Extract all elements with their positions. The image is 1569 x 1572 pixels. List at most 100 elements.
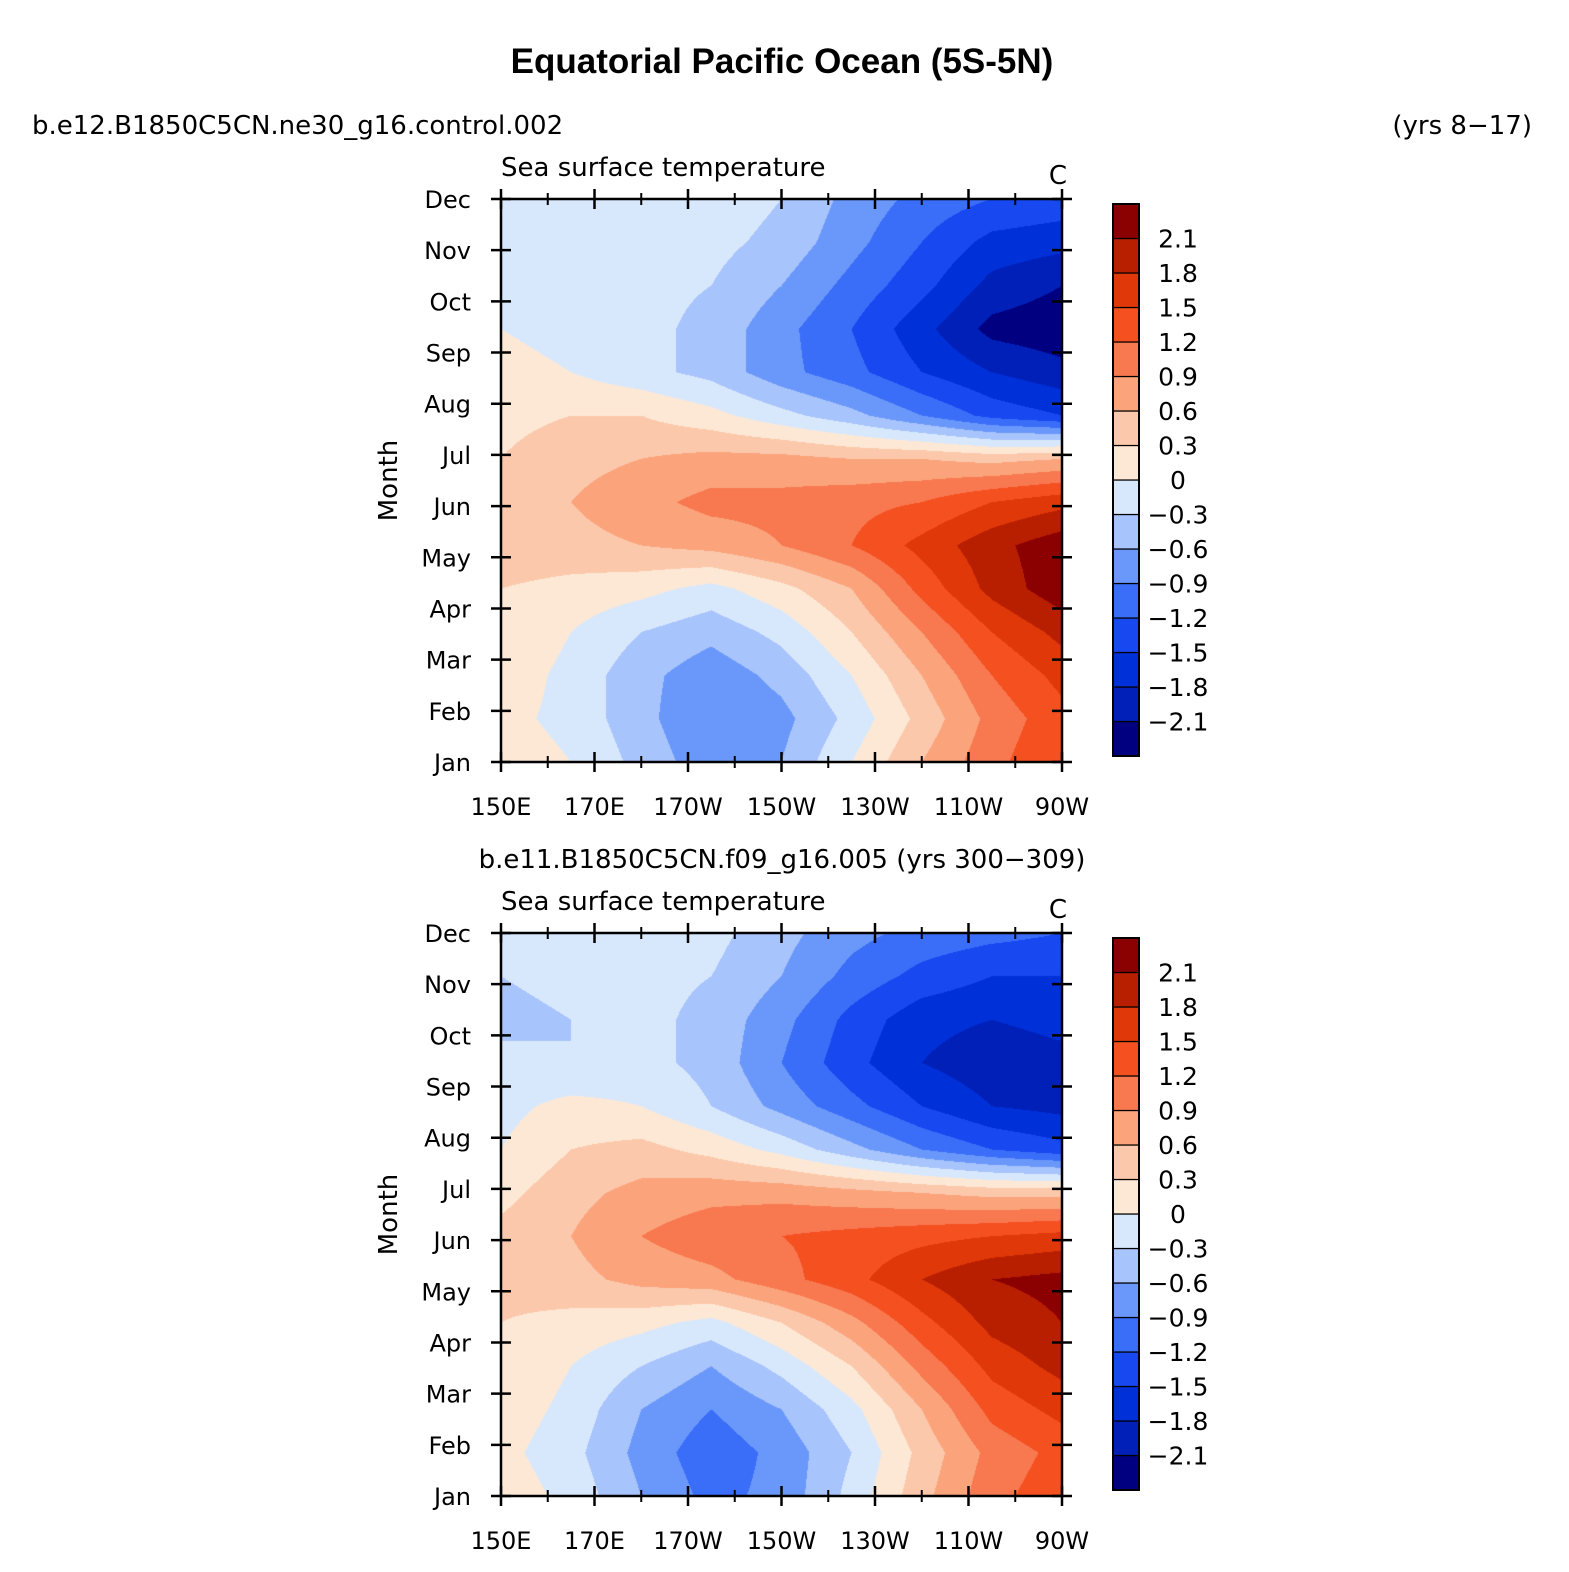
colorbar-frame <box>1112 937 1140 1491</box>
y-tick-label: Jan <box>432 1483 471 1511</box>
colorbar-label: −0.6 <box>1148 1269 1209 1298</box>
colorbar: 2.1 1.8 1.5 1.2 0.9 0.6 0.3 0 −0.3 −0.6 −0.9 −1.2 −1… <box>1112 203 1209 757</box>
colorbar-swatch <box>1112 1006 1140 1043</box>
x-tick-label: 150W <box>747 793 817 821</box>
y-axis-label: Month <box>374 1174 404 1256</box>
x-tick-label: 130W <box>840 1527 910 1555</box>
colorbar-swatch <box>1112 1316 1140 1353</box>
sst-contour-field <box>501 933 1062 1496</box>
colorbar-swatch <box>1112 375 1140 412</box>
y-tick-label: Sep <box>426 340 471 368</box>
colorbar-swatch <box>1112 341 1140 378</box>
colorbar-label: −2.1 <box>1148 1442 1209 1471</box>
y-tick-label: Nov <box>424 971 471 999</box>
x-tick-label: 150E <box>471 1527 532 1555</box>
colorbar-swatch <box>1112 1109 1140 1146</box>
colorbar-label: −1.8 <box>1148 673 1209 702</box>
colorbar-label: 1.8 <box>1158 993 1198 1022</box>
y-tick-label: Jun <box>432 493 472 521</box>
x-tick-label: 170W <box>653 793 723 821</box>
colorbar-swatch <box>1112 203 1140 240</box>
y-tick-label: May <box>421 1278 471 1306</box>
y-tick-label: Aug <box>424 391 471 419</box>
x-tick-label: 170E <box>564 1527 625 1555</box>
colorbar-label: 2.1 <box>1158 959 1198 988</box>
colorbar-label: 0.9 <box>1158 363 1198 392</box>
colorbar-label: 0.6 <box>1158 397 1198 426</box>
colorbar-swatch <box>1112 651 1140 688</box>
colorbar-swatch <box>1112 1144 1140 1181</box>
case-label-top-right: (yrs 8−17) <box>1392 111 1532 141</box>
colorbar-label: 1.5 <box>1158 294 1198 323</box>
y-tick-label: Apr <box>429 1329 471 1357</box>
y-tick-label: Jan <box>432 749 471 777</box>
x-tick-label: 130W <box>840 793 910 821</box>
x-tick-label: 150E <box>471 793 532 821</box>
colorbar-swatch <box>1112 1282 1140 1319</box>
x-tick-label: 150W <box>747 1527 817 1555</box>
colorbar-label: −0.9 <box>1148 570 1209 599</box>
y-axis-label: Month <box>374 440 404 522</box>
sst-contour-field <box>501 199 1062 762</box>
y-tick-label: Jul <box>440 1176 471 1204</box>
colorbar-label: 1.2 <box>1158 1062 1198 1091</box>
colorbar-swatch <box>1112 1075 1140 1112</box>
panel-1: Sea surface temperature C Jan Feb Mar Apr May J… <box>374 153 1208 821</box>
y-tick-label: Jun <box>432 1227 472 1255</box>
y-tick-label: Aug <box>424 1125 471 1153</box>
colorbar-swatch <box>1112 686 1140 723</box>
units-label: C <box>1049 895 1067 925</box>
colorbar-swatch <box>1112 513 1140 550</box>
panel-title: Sea surface temperature <box>501 887 825 917</box>
colorbar-swatch <box>1112 1420 1140 1457</box>
colorbar-swatch <box>1112 1247 1140 1284</box>
colorbar-swatch <box>1112 937 1140 974</box>
colorbar-swatch <box>1112 410 1140 447</box>
colorbar-swatch <box>1112 971 1140 1008</box>
colorbar-swatch <box>1112 444 1140 481</box>
case-label-top-left: b.e12.B1850C5CN.ne30_g16.control.002 <box>32 111 563 141</box>
colorbar-label: 2.1 <box>1158 225 1198 254</box>
colorbar-label: 0.6 <box>1158 1131 1198 1160</box>
colorbar-label: −1.8 <box>1148 1407 1209 1436</box>
colorbar: 2.1 1.8 1.5 1.2 0.9 0.6 0.3 0 −0.3 −0.6 −0.9 −1.2 −1… <box>1112 937 1209 1491</box>
y-tick-label: Mar <box>426 647 471 675</box>
colorbar-label: 0.3 <box>1158 1166 1198 1195</box>
panel-title: Sea surface temperature <box>501 153 825 183</box>
y-tick-label: May <box>421 544 471 572</box>
colorbar-label: −2.1 <box>1148 708 1209 737</box>
x-tick-label: 170W <box>653 1527 723 1555</box>
y-tick-label: Apr <box>429 595 471 623</box>
colorbar-swatch <box>1112 617 1140 654</box>
colorbar-swatch <box>1112 237 1140 274</box>
colorbar-label: −0.3 <box>1148 501 1209 530</box>
figure-title: Equatorial Pacific Ocean (5S-5N) <box>511 42 1054 81</box>
y-tick-label: Mar <box>426 1381 471 1409</box>
y-tick-label: Oct <box>430 1022 472 1050</box>
colorbar-swatch <box>1112 1213 1140 1250</box>
x-tick-label: 110W <box>934 793 1004 821</box>
x-tick-label: 110W <box>934 1527 1004 1555</box>
colorbar-swatch <box>1112 1178 1140 1215</box>
y-tick-label: Jul <box>440 442 471 470</box>
colorbar-swatch <box>1112 1385 1140 1422</box>
colorbar-swatch <box>1112 1040 1140 1077</box>
y-tick-label: Feb <box>429 698 472 726</box>
y-tick-label: Nov <box>424 237 471 265</box>
colorbar-label: 0 <box>1170 1200 1186 1229</box>
y-tick-label: Dec <box>425 920 471 948</box>
colorbar-label: −1.2 <box>1148 604 1209 633</box>
colorbar-swatch <box>1112 1454 1140 1491</box>
colorbar-swatch <box>1112 582 1140 619</box>
colorbar-label: −1.5 <box>1148 1373 1209 1402</box>
colorbar-label: 1.2 <box>1158 328 1198 357</box>
x-tick-label: 90W <box>1035 793 1089 821</box>
y-tick-label: Dec <box>425 186 471 214</box>
case-label-bottom: b.e11.B1850C5CN.f09_g16.005 (yrs 300−309… <box>479 845 1086 875</box>
colorbar-label: 0.3 <box>1158 432 1198 461</box>
colorbar-swatch <box>1112 720 1140 757</box>
colorbar-swatch <box>1112 479 1140 516</box>
y-tick-label: Oct <box>430 288 472 316</box>
colorbar-label: 1.5 <box>1158 1028 1198 1057</box>
colorbar-label: 0 <box>1170 466 1186 495</box>
